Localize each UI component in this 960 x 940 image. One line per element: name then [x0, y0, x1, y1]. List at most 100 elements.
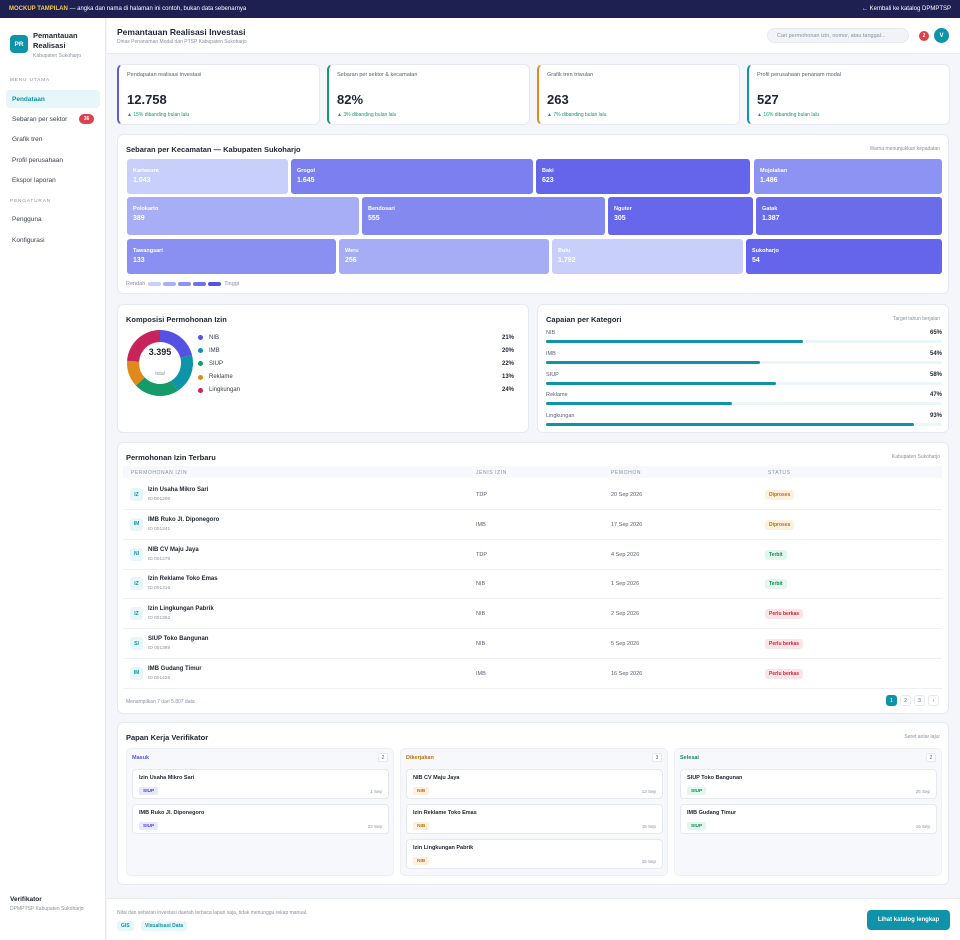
permit-date: 2 Sep 2026	[611, 611, 640, 618]
treemap-tile-kartasura[interactable]: Kartasura 1.043	[127, 159, 288, 194]
achievement-track	[546, 423, 942, 427]
permit-id: ID 001276	[148, 556, 171, 562]
achievement-title: Capaian per Kategori	[546, 315, 622, 324]
page-button-3[interactable]: 3	[914, 695, 925, 706]
achievement-label: Lingkungan	[546, 413, 575, 420]
sidebar-item-grafik-tren[interactable]: Grafik tren	[6, 130, 100, 148]
next-page-button[interactable]: ›	[928, 695, 939, 706]
treemap-tile-gatak[interactable]: Gatak 1.387	[756, 197, 942, 235]
treemap-tile-nguter[interactable]: Nguter 305	[608, 197, 753, 235]
sidebar: PR Pemantauan Realisasi Kabupaten Sukoha…	[0, 18, 106, 940]
donut-total-value: 3.395	[148, 347, 172, 357]
permit-id: ID 001389	[148, 646, 171, 651]
card-tag: NIB	[413, 857, 430, 865]
status-badge: Terbit	[765, 579, 787, 590]
tile-value: 1.387	[762, 215, 780, 222]
treemap-tile-bulu[interactable]: Bulu 1.792	[552, 239, 743, 274]
kanban-title: Papan Kerja Verifikator	[126, 733, 209, 742]
table-row[interactable]: IZ Izin Lingkungan Pabrik ID 001352 NIB 2 Se…	[123, 599, 942, 630]
kanban-card-item[interactable]: Izin Lingkungan Pabrik NIB 25 Sep	[406, 839, 663, 869]
sidebar-item-ekspor-laporan[interactable]: Ekspor laporan	[6, 171, 100, 189]
treemap-note: Warna menunjukkan kepadatan	[869, 146, 940, 152]
treemap-tile-mojolaban[interactable]: Mojolaban 1.486	[754, 159, 942, 194]
page-button-1[interactable]: 1	[886, 695, 897, 706]
column-count: 3	[652, 753, 662, 762]
card-tag: SIUP	[687, 822, 707, 830]
card-date: 25 Sep	[641, 859, 656, 864]
legend-item: SIUP 22%	[198, 357, 514, 370]
table-row[interactable]: IZ Izin Reklame Toko Emas ID 001316 NIB 1 Se…	[123, 569, 942, 600]
permit-type: NIB	[476, 611, 486, 618]
card-title: Izin Lingkungan Pabrik	[413, 845, 474, 851]
legend-item: Reklame 13%	[198, 371, 514, 384]
table-row[interactable]: IM IMB Gudang Timur ID 001426 IMB 16 Sep 202…	[123, 659, 942, 689]
notification-badge[interactable]: 2	[919, 31, 929, 41]
kpi-card-profil[interactable]: Profil perusahaan penanam modal 527 ▲ 16…	[747, 64, 950, 125]
kanban-card-item[interactable]: IMB Gudang Timur SIUP 16 Sep	[680, 804, 937, 834]
treemap-tile-grogol[interactable]: Grogol 1.645	[291, 159, 533, 194]
legend-dot	[198, 374, 203, 380]
view-catalog-button[interactable]: Lihat katalog lengkap	[867, 910, 950, 930]
tile-value: 256	[345, 257, 357, 264]
card-tag: NIB	[413, 822, 430, 830]
achievement-card: Capaian per Kategori Target tahun berjal…	[537, 304, 949, 433]
column-title: Dikerjakan	[406, 755, 434, 761]
permit-type-icon: IM	[130, 517, 143, 531]
achievement-percent: 93%	[929, 413, 942, 420]
card-date: 15 Sep	[641, 824, 656, 829]
achievement-track	[546, 402, 942, 406]
treemap-tile-weru[interactable]: Weru 256	[339, 239, 549, 274]
achievement-fill	[546, 381, 776, 385]
kpi-title: Grafik tren triwulan	[547, 72, 594, 78]
table-row[interactable]: IZ Izin Usaha Mikro Sari ID 001206 TDP 20 Se…	[123, 480, 942, 510]
sidebar-item-sebaran[interactable]: Sebaran per sektor 36	[6, 110, 100, 128]
card-date: 16 Sep	[915, 824, 930, 829]
kanban-card-item[interactable]: IMB Ruko Jl. Diponegoro SIUP 22 Sep	[132, 804, 389, 834]
treemap-tile-tawangsari[interactable]: Tawangsari 133	[127, 239, 336, 274]
treemap-tile-sukoharjo[interactable]: Sukoharjo 54	[746, 239, 942, 274]
column-header: PERMOHONAN IZIN	[131, 470, 188, 476]
sidebar-item-pengguna[interactable]: Pengguna	[6, 210, 100, 228]
card-date: 22 Sep	[367, 824, 382, 829]
tile-name: Nguter	[614, 206, 632, 212]
treemap-tile-bendosari[interactable]: Bendosari 555	[362, 197, 605, 235]
table-row[interactable]: IM IMB Ruko Jl. Diponegoro ID 001241 IMB 17 …	[123, 510, 942, 540]
back-to-catalog-link[interactable]: ← Kembali ke katalog DPMPTSP	[861, 6, 951, 12]
table-note: Kabupaten Sukoharjo	[891, 454, 940, 460]
table-row[interactable]: NI NIB CV Maju Jaya ID 001276 TDP 4 Sep 2026…	[123, 540, 942, 570]
count-badge: 36	[79, 114, 94, 124]
legend-percent: 22%	[501, 360, 514, 367]
permit-type: IMB	[476, 670, 486, 677]
app-logo: PR	[10, 35, 28, 53]
search-input[interactable]	[767, 28, 909, 43]
kanban-card-item[interactable]: Izin Reklame Toko Emas NIB 15 Sep	[406, 804, 663, 834]
donut-slice-lingkungan	[127, 330, 160, 362]
tile-value: 1.645	[297, 177, 315, 184]
table-row[interactable]: SI SIUP Toko Bangunan ID 001389 NIB 5 Sep 20…	[123, 629, 942, 659]
tile-value: 54	[752, 257, 760, 264]
donut-slice-imb	[171, 354, 193, 391]
kpi-value: 82%	[337, 92, 364, 107]
kanban-card-item[interactable]: SIUP Toko Bangunan SIUP 25 Sep	[680, 769, 937, 799]
achievement-track	[546, 381, 942, 385]
kpi-title: Pendapatan realisasi investasi	[127, 72, 202, 78]
treemap-tile-baki[interactable]: Baki 623	[536, 159, 750, 194]
sidebar-item-konfigurasi[interactable]: Konfigurasi	[6, 231, 100, 249]
permit-date: 17 Sep 2026	[611, 521, 643, 528]
avatar[interactable]: V	[934, 28, 949, 43]
treemap-tile-polokarto[interactable]: Polokarto 389	[127, 197, 359, 235]
permit-type-icon: NI	[130, 547, 143, 561]
section-main-label: MENU UTAMA	[10, 78, 50, 83]
page-button-2[interactable]: 2	[900, 695, 911, 706]
kpi-card-pendapatan[interactable]: Pendapatan realisasi investasi 12.758 ▲ …	[117, 64, 320, 125]
sidebar-item-profil-perusahaan[interactable]: Profil perusahaan	[6, 151, 100, 169]
density-legend: Rendah Tinggi	[126, 281, 239, 287]
sidebar-item-pendataan[interactable]: Pendataan	[6, 90, 100, 108]
tile-value: 305	[614, 215, 626, 222]
kpi-card-grafik-tren[interactable]: Grafik tren triwulan 263 ▲ 7% dibanding …	[537, 64, 740, 125]
achievement-percent: 54%	[929, 350, 942, 357]
kanban-card-item[interactable]: Izin Usaha Mikro Sari SIUP 1 Sep	[132, 769, 389, 799]
kanban-card-item[interactable]: NIB CV Maju Jaya NIB 12 Sep	[406, 769, 663, 799]
kpi-card-sebaran[interactable]: Sebaran per sektor & kecamatan 82% ▲ 3% …	[327, 64, 530, 125]
status-badge: Perlu berkas	[765, 609, 804, 620]
